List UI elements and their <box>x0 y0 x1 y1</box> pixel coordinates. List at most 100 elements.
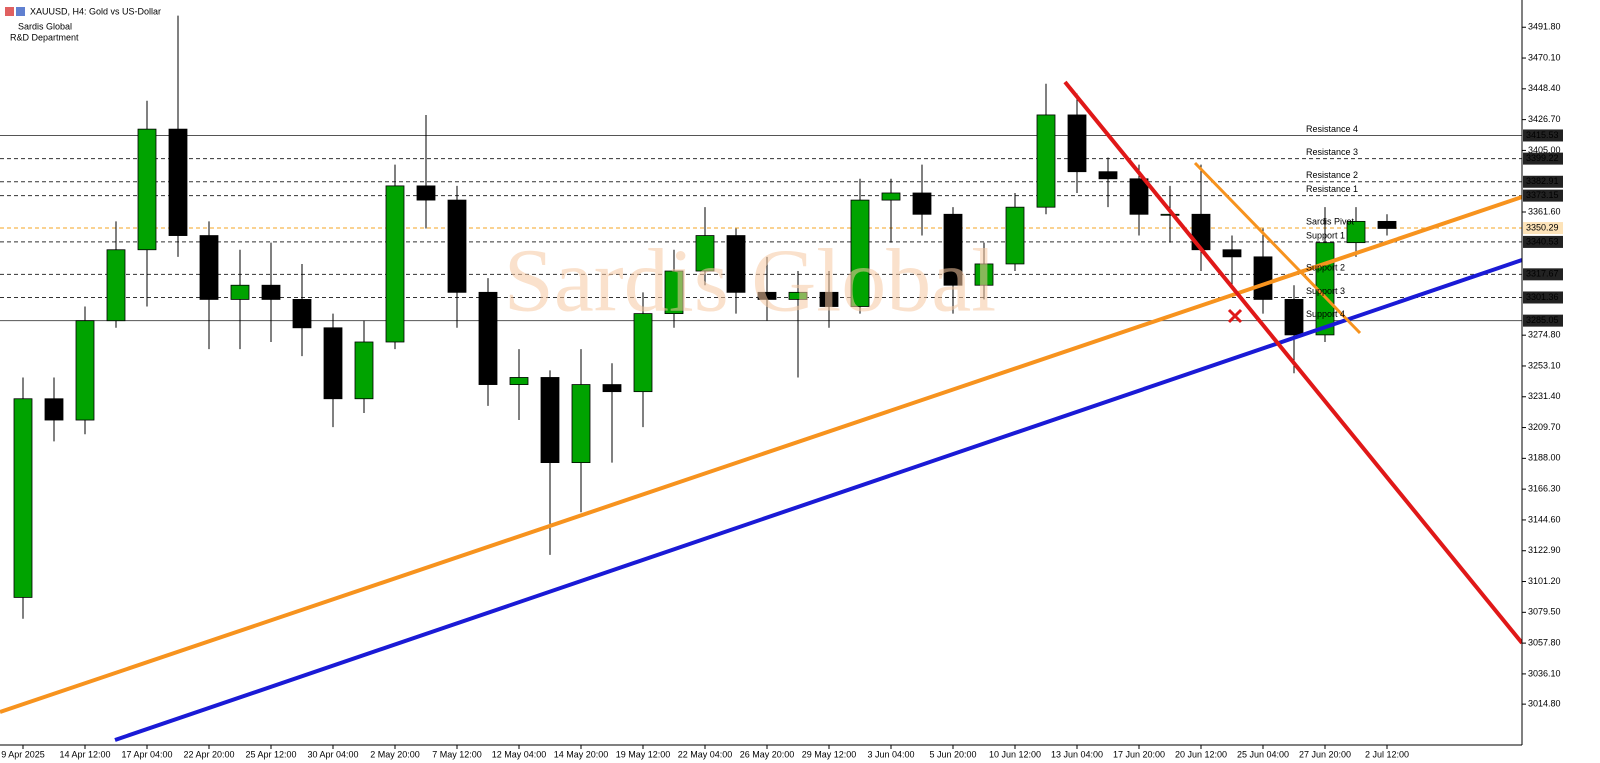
candle-body <box>168 128 188 236</box>
candle-body <box>1222 249 1242 258</box>
x-tick-label: 9 Apr 2025 <box>1 749 45 759</box>
y-tick-label: 3144.60 <box>1528 514 1561 524</box>
x-tick-label: 13 Jun 04:00 <box>1051 749 1103 759</box>
level-name: Sardis Pivot <box>1306 216 1355 226</box>
candle-body <box>788 291 808 300</box>
candle-body <box>757 291 777 300</box>
level-name: Support 3 <box>1306 286 1345 296</box>
x-tick-label: 14 Apr 12:00 <box>59 749 110 759</box>
watermark: Sardis Global <box>504 232 996 331</box>
candle-body <box>1067 114 1087 173</box>
candle-body <box>261 284 281 300</box>
x-tick-label: 22 Apr 20:00 <box>183 749 234 759</box>
candle-body <box>726 235 746 293</box>
x-tick-label: 27 Jun 20:00 <box>1299 749 1351 759</box>
candle-body <box>943 213 963 286</box>
level-name: Resistance 2 <box>1306 170 1358 180</box>
candle-body <box>137 128 157 251</box>
level-price-box <box>1523 189 1563 202</box>
candle-body <box>478 291 498 385</box>
trend-line <box>1193 161 1362 335</box>
x-tick-label: 17 Apr 04:00 <box>121 749 172 759</box>
candle-body <box>1284 299 1304 336</box>
level-price-box <box>1523 175 1563 188</box>
candle-body <box>199 235 219 300</box>
x-tick-label: 30 Apr 04:00 <box>307 749 358 759</box>
candle-body <box>974 263 994 286</box>
level-price-box <box>1523 235 1563 248</box>
candle-body <box>509 377 529 385</box>
y-tick-label: 3361.60 <box>1528 206 1561 216</box>
level-price-box <box>1523 268 1563 281</box>
trend-lines <box>0 80 1524 742</box>
y-tick-label: 3166.30 <box>1528 484 1561 494</box>
level-price-box <box>1523 129 1563 142</box>
chart-title: XAUUSD, H4: Gold vs US-Dollar <box>30 6 161 16</box>
x-tick-label: 2 Jul 12:00 <box>1365 749 1409 759</box>
level-price: 3382.91 <box>1526 176 1559 186</box>
candle-body <box>602 384 622 393</box>
x-tick-label: 10 Jun 12:00 <box>989 749 1041 759</box>
candle-body <box>1253 256 1273 300</box>
level-price: 3317.67 <box>1526 269 1559 279</box>
x-tick-label: 19 May 12:00 <box>616 749 671 759</box>
candle-body <box>292 299 312 329</box>
level-name: Resistance 4 <box>1306 124 1358 134</box>
y-tick-label: 3036.10 <box>1528 668 1561 678</box>
candle-body <box>819 291 839 307</box>
y-tick-label: 3209.70 <box>1528 422 1561 432</box>
candle-body <box>1005 206 1025 265</box>
level-price: 3399.22 <box>1526 153 1559 163</box>
y-tick-label: 3057.80 <box>1528 637 1561 647</box>
level-price: 3350.29 <box>1526 222 1559 232</box>
candle-body <box>1377 220 1397 229</box>
y-tick-label: 3231.40 <box>1528 391 1561 401</box>
level-price-box <box>1523 222 1563 235</box>
x-tick-label: 29 May 12:00 <box>802 749 857 759</box>
candle-body <box>1036 114 1056 208</box>
candle-body <box>1191 213 1211 251</box>
x-tick-label: 14 May 20:00 <box>554 749 609 759</box>
candle-body <box>385 185 405 343</box>
candle-body <box>540 377 560 464</box>
candle-body <box>850 199 870 307</box>
trend-line <box>0 195 1523 714</box>
candle-body <box>323 327 343 400</box>
candle-body <box>1129 178 1149 215</box>
level-name: Support 4 <box>1306 309 1345 319</box>
y-tick-label: 3426.70 <box>1528 114 1561 124</box>
x-tick-label: 25 Jun 04:00 <box>1237 749 1289 759</box>
cross-marker <box>1227 308 1243 324</box>
level-price: 3415.53 <box>1526 130 1559 140</box>
price-axis-panel <box>1522 0 1600 763</box>
y-tick-label: 3253.10 <box>1528 360 1561 370</box>
subtitle: R&D Department <box>10 32 79 42</box>
icon <box>16 7 25 16</box>
candle-body <box>354 341 374 400</box>
x-tick-label: 26 May 20:00 <box>740 749 795 759</box>
y-tick-label: 3188.00 <box>1528 453 1561 463</box>
level-name: Support 1 <box>1306 230 1345 240</box>
y-tick-label: 3491.80 <box>1528 22 1561 32</box>
candle-body <box>1160 213 1180 216</box>
subtitle: Sardis Global <box>18 21 72 31</box>
level-name: Resistance 1 <box>1306 184 1358 194</box>
icon <box>5 7 14 16</box>
level-price: 3340.53 <box>1526 236 1559 246</box>
x-tick-label: 3 Jun 04:00 <box>867 749 914 759</box>
level-name: Resistance 3 <box>1306 147 1358 157</box>
trend-line <box>114 258 1523 742</box>
y-tick-label: 3470.10 <box>1528 52 1561 62</box>
y-tick-label: 3101.20 <box>1528 576 1561 586</box>
x-tick-label: 7 May 12:00 <box>432 749 482 759</box>
candle-body <box>75 320 95 421</box>
y-tick-label: 3405.00 <box>1528 145 1561 155</box>
x-tick-label: 25 Apr 12:00 <box>245 749 296 759</box>
x-tick-label: 20 Jun 12:00 <box>1175 749 1227 759</box>
y-tick-label: 3079.50 <box>1528 607 1561 617</box>
plot-area <box>0 15 1522 619</box>
level-price: 3301.36 <box>1526 292 1559 302</box>
trend-line <box>1063 80 1524 645</box>
